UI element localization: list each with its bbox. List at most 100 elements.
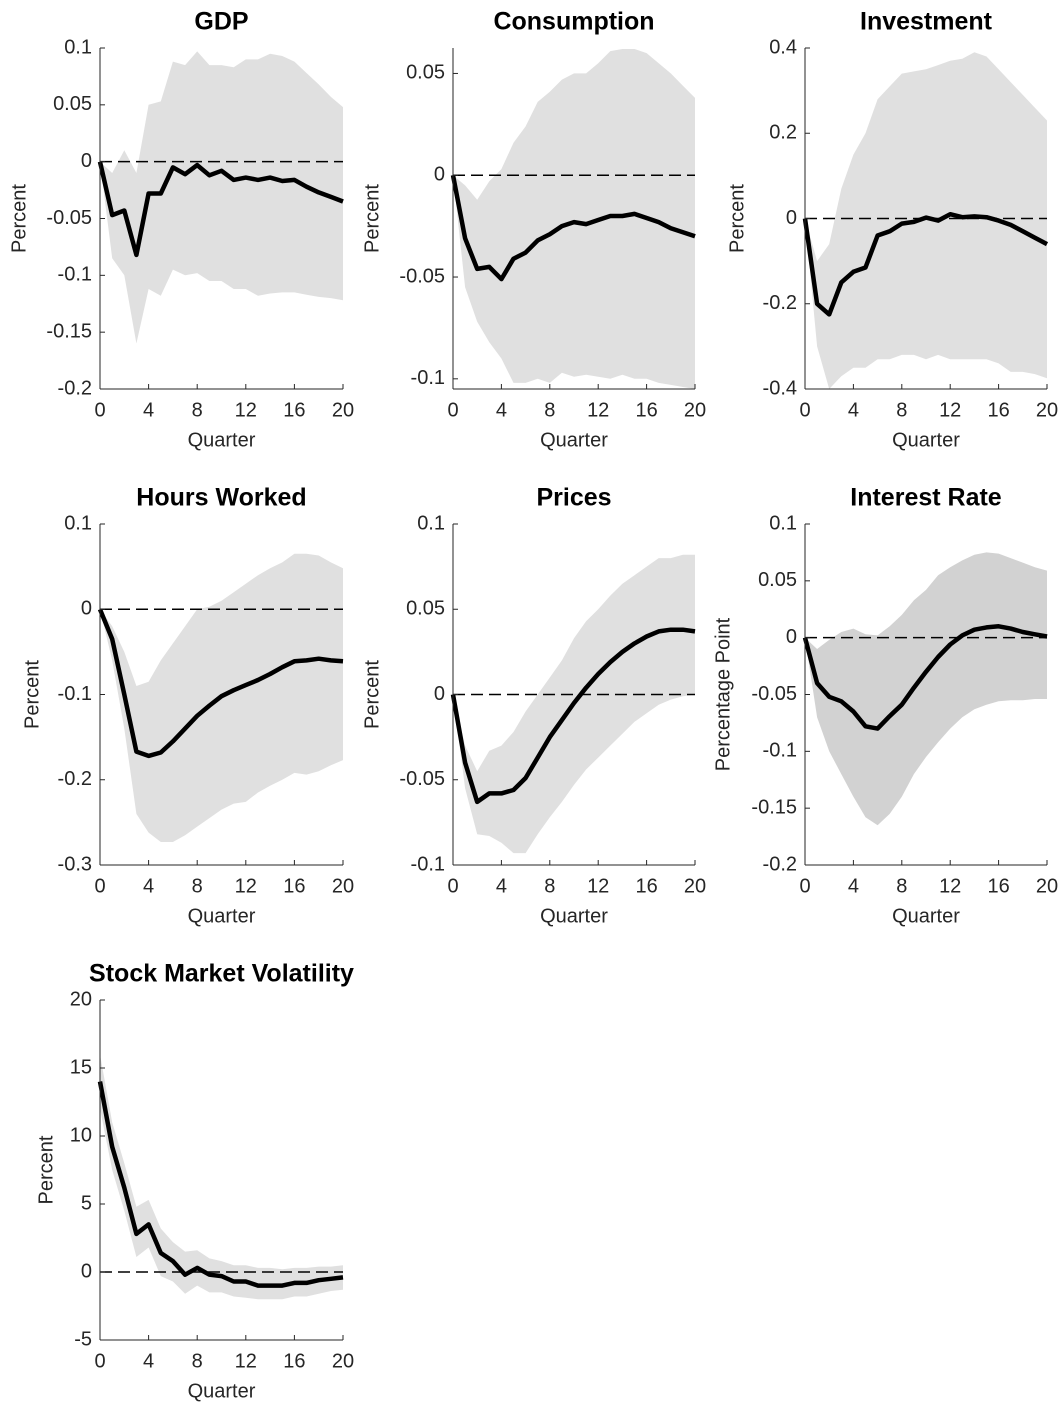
panel: -0.1 -0.05 0 0.05 0.1 0 4 8 12 16 20 Quarter Percent… <box>361 484 706 928</box>
chart-title: Prices <box>536 484 611 512</box>
y-tick-label: -0.2 <box>763 292 797 314</box>
x-tick-label: 16 <box>283 875 305 897</box>
y-tick-label: -0.05 <box>46 207 92 229</box>
panel: -0.1 -0.05 0 0.05 0 4 8 12 16 20 Quarter Percent Con… <box>361 8 706 452</box>
x-tick-label: 20 <box>332 875 354 897</box>
chart-title: Investment <box>860 8 993 36</box>
x-tick-label: 12 <box>939 399 961 421</box>
x-axis-label: Quarter <box>892 429 960 451</box>
y-tick-label: 0.4 <box>769 36 797 58</box>
y-tick-label: 0.05 <box>758 569 797 591</box>
x-axis-label: Quarter <box>188 905 256 927</box>
y-tick-label: -0.1 <box>411 853 445 875</box>
y-tick-label: -0.2 <box>58 377 92 399</box>
y-tick-label: -0.1 <box>58 264 92 286</box>
response-line <box>97 1081 344 1288</box>
x-tick-label: 8 <box>192 1350 203 1372</box>
x-tick-label: 4 <box>143 399 154 421</box>
x-axis-label: Quarter <box>188 1380 256 1402</box>
x-tick-label: 16 <box>987 399 1009 421</box>
y-axis-label: Percent <box>35 1135 57 1204</box>
y-tick-label: 0.05 <box>406 598 445 620</box>
x-tick-label: 0 <box>94 399 105 421</box>
y-tick-label: -0.3 <box>58 853 92 875</box>
confidence-band <box>100 51 343 344</box>
x-tick-label: 16 <box>635 875 657 897</box>
x-tick-label: 0 <box>447 399 458 421</box>
x-tick-label: 12 <box>587 875 609 897</box>
panel: -0.2 -0.15 -0.1 -0.05 0 0.05 0.1 0 4 8 12 16 20 Quart… <box>8 8 354 452</box>
x-tick-label: 20 <box>332 1350 354 1372</box>
y-axis-label: Percentage Point <box>712 617 734 771</box>
y-tick-label: 5 <box>81 1192 92 1214</box>
x-tick-label: 20 <box>332 399 354 421</box>
y-tick-label: -0.1 <box>411 367 445 389</box>
response-line <box>450 174 696 282</box>
y-axis-label: Percent <box>361 660 383 729</box>
panel: -0.2 -0.15 -0.1 -0.05 0 0.05 0.1 0 4 8 12 16 20 Quart… <box>712 484 1058 928</box>
confidence-band <box>805 552 1047 826</box>
x-tick-label: 4 <box>143 1350 154 1372</box>
chart-title: GDP <box>194 8 248 36</box>
y-axis-label: Percent <box>726 184 748 253</box>
x-tick-label: 20 <box>684 399 706 421</box>
y-tick-label: -0.4 <box>763 377 797 399</box>
y-tick-label: -0.15 <box>46 320 92 342</box>
y-tick-label: 0 <box>786 207 797 229</box>
x-tick-label: 16 <box>635 399 657 421</box>
panel: -0.3 -0.2 -0.1 0 0.1 0 4 8 12 16 20 Quarter Percent H… <box>21 484 354 928</box>
x-tick-label: 4 <box>496 875 507 897</box>
y-tick-label: -0.1 <box>763 740 797 762</box>
x-tick-label: 4 <box>143 875 154 897</box>
confidence-band <box>100 1054 343 1300</box>
y-tick-label: 10 <box>70 1124 92 1146</box>
chart-title: Interest Rate <box>850 484 1002 512</box>
x-axis-label: Quarter <box>540 905 608 927</box>
response-line <box>97 161 344 258</box>
chart-title: Stock Market Volatility <box>89 960 354 988</box>
y-tick-label: 0.05 <box>53 93 92 115</box>
x-axis-label: Quarter <box>540 429 608 451</box>
x-tick-label: 20 <box>1036 875 1058 897</box>
y-axis-label: Percent <box>361 184 383 253</box>
confidence-band <box>805 52 1047 390</box>
x-tick-label: 4 <box>496 399 507 421</box>
y-tick-label: 0 <box>434 164 445 186</box>
x-tick-label: 8 <box>192 399 203 421</box>
x-tick-label: 8 <box>544 399 555 421</box>
y-tick-label: 20 <box>70 988 92 1010</box>
y-tick-label: 15 <box>70 1056 92 1078</box>
y-axis-label: Percent <box>21 660 43 729</box>
y-tick-label: 0 <box>81 150 92 172</box>
panel: -0.4 -0.2 0 0.2 0.4 0 4 8 12 16 20 Quarter Percent In… <box>726 8 1058 452</box>
x-tick-label: 16 <box>987 875 1009 897</box>
x-tick-label: 12 <box>939 875 961 897</box>
x-tick-label: 4 <box>848 875 859 897</box>
y-tick-label: 0.1 <box>64 36 92 58</box>
y-tick-label: -0.1 <box>58 683 92 705</box>
y-tick-label: 0.2 <box>769 122 797 144</box>
y-tick-label: -0.05 <box>399 768 445 790</box>
chart-title: Hours Worked <box>136 484 306 512</box>
y-tick-label: -0.05 <box>399 265 445 287</box>
x-tick-label: 0 <box>94 875 105 897</box>
x-tick-label: 8 <box>896 875 907 897</box>
x-tick-label: 12 <box>235 875 257 897</box>
x-tick-label: 4 <box>848 399 859 421</box>
chart-title: Consumption <box>493 8 654 36</box>
x-tick-label: 20 <box>684 875 706 897</box>
response-line <box>802 211 1049 317</box>
y-tick-label: 0 <box>434 683 445 705</box>
x-tick-label: 16 <box>283 1350 305 1372</box>
y-tick-label: -0.2 <box>58 768 92 790</box>
y-tick-label: -5 <box>74 1328 92 1350</box>
x-tick-label: 16 <box>283 399 305 421</box>
response-line <box>450 627 696 805</box>
y-axis-label: Percent <box>8 184 30 253</box>
y-tick-label: 0.05 <box>406 62 445 84</box>
y-tick-label: -0.15 <box>751 796 797 818</box>
x-tick-label: 0 <box>94 1350 105 1372</box>
y-tick-label: -0.2 <box>763 853 797 875</box>
confidence-band <box>453 49 695 389</box>
